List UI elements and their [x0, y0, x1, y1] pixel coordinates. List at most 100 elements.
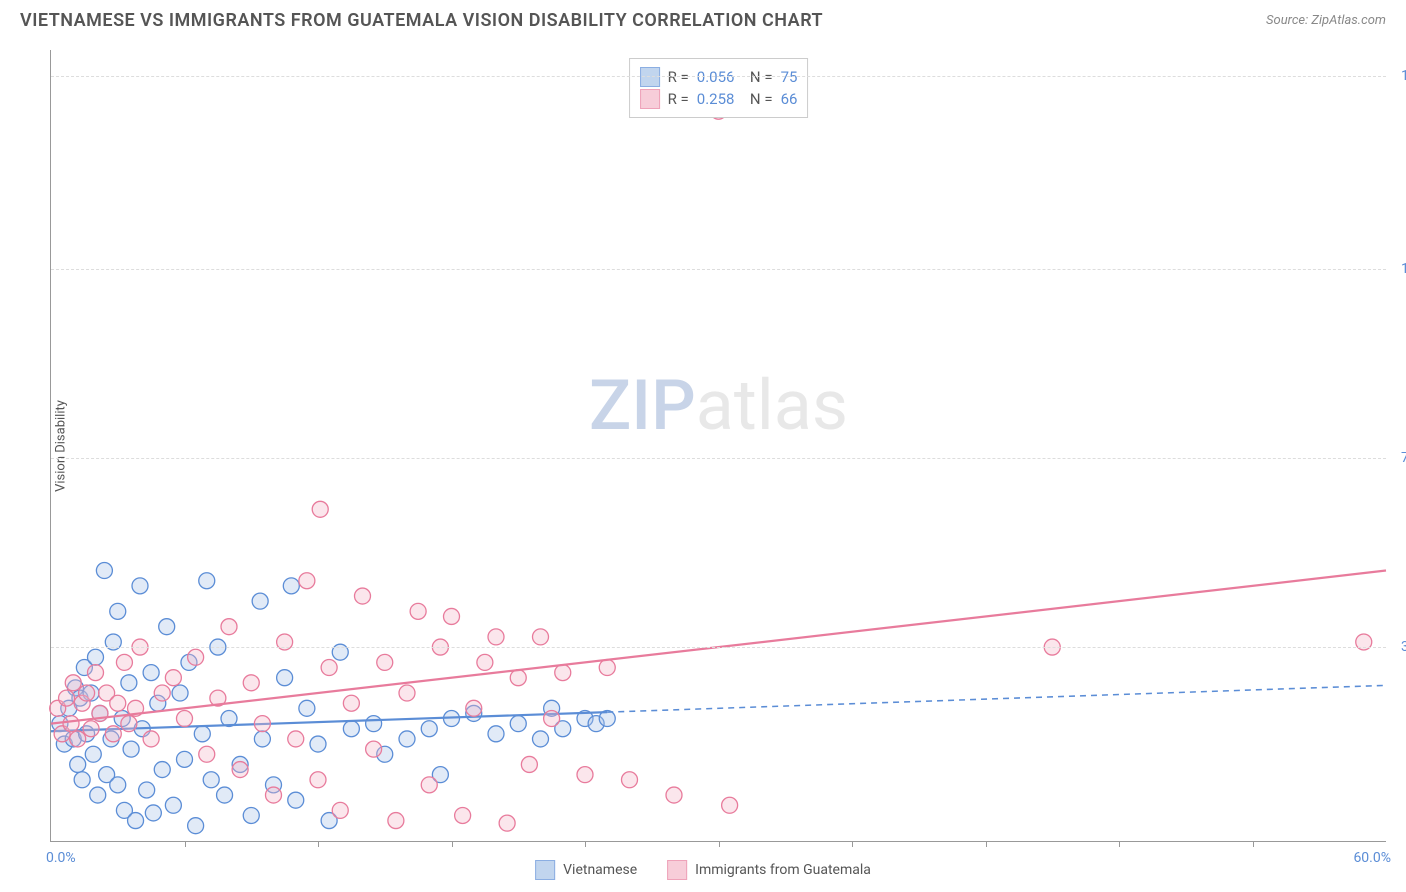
data-point: [555, 665, 571, 681]
data-point: [283, 578, 299, 594]
data-point: [165, 797, 181, 813]
data-point: [88, 649, 104, 665]
x-tick-mark: [452, 841, 453, 847]
data-point: [488, 726, 504, 742]
data-point: [299, 573, 315, 589]
data-point: [177, 711, 193, 727]
data-point: [299, 700, 315, 716]
data-point: [105, 726, 121, 742]
data-point: [722, 797, 738, 813]
data-point: [90, 787, 106, 803]
data-point: [59, 690, 75, 706]
legend-r-value: 0.056: [697, 68, 735, 86]
x-tick-mark: [1119, 841, 1120, 847]
data-point: [74, 772, 90, 788]
data-point: [232, 762, 248, 778]
x-tick-mark: [585, 841, 586, 847]
data-point: [312, 501, 328, 517]
y-tick-label: 11.2%: [1391, 261, 1406, 277]
data-point: [444, 608, 460, 624]
legend-n-label: N =: [742, 68, 772, 86]
x-tick-mark: [1253, 841, 1254, 847]
data-point: [310, 772, 326, 788]
x-tick-label: 60.0%: [1353, 850, 1391, 866]
legend-swatch: [667, 860, 687, 880]
chart-plot-area: ZIPatlas R = 0.056 N = 75R = 0.258 N = 6…: [50, 50, 1386, 842]
data-point: [599, 659, 615, 675]
y-tick-label: 15.0%: [1391, 68, 1406, 84]
data-point: [188, 818, 204, 834]
y-tick-label: 3.8%: [1391, 639, 1406, 655]
data-point: [63, 716, 79, 732]
data-point: [96, 563, 112, 579]
data-point: [388, 813, 404, 829]
data-point: [85, 746, 101, 762]
data-point: [203, 772, 219, 788]
legend-swatch: [640, 67, 660, 87]
gridline: [51, 269, 1386, 270]
x-tick-mark: [852, 841, 853, 847]
data-point: [199, 746, 215, 762]
data-point: [123, 741, 139, 757]
legend-n-label: N =: [742, 90, 772, 108]
data-point: [410, 603, 426, 619]
data-point: [455, 807, 471, 823]
data-point: [533, 629, 549, 645]
legend-swatch: [640, 89, 660, 109]
bottom-legend-item: Immigrants from Guatemala: [667, 860, 871, 880]
trend-line-extrapolated: [607, 685, 1386, 712]
data-point: [332, 802, 348, 818]
data-point: [65, 675, 81, 691]
legend-swatch: [535, 860, 555, 880]
data-point: [172, 685, 188, 701]
gridline: [51, 647, 1386, 648]
data-point: [154, 685, 170, 701]
data-point: [521, 756, 537, 772]
data-point: [194, 726, 210, 742]
x-tick-label: 0.0%: [46, 850, 76, 866]
data-point: [533, 731, 549, 747]
data-point: [221, 619, 237, 635]
x-tick-mark: [318, 841, 319, 847]
data-point: [110, 695, 126, 711]
data-point: [321, 659, 337, 675]
correlation-legend: R = 0.056 N = 75R = 0.258 N = 66: [629, 58, 809, 118]
data-point: [128, 813, 144, 829]
data-point: [377, 654, 393, 670]
chart-source: Source: ZipAtlas.com: [1266, 13, 1386, 28]
data-point: [217, 787, 233, 803]
legend-r-label: R =: [668, 90, 689, 108]
data-point: [177, 751, 193, 767]
data-point: [159, 619, 175, 635]
data-point: [399, 731, 415, 747]
data-point: [121, 716, 137, 732]
data-point: [143, 665, 159, 681]
scatter-svg: [51, 50, 1386, 841]
data-point: [421, 721, 437, 737]
data-point: [366, 741, 382, 757]
data-point: [252, 593, 268, 609]
data-point: [421, 777, 437, 793]
data-point: [277, 670, 293, 686]
data-point: [165, 670, 181, 686]
legend-n-value: 66: [781, 90, 798, 108]
data-point: [154, 762, 170, 778]
data-point: [343, 721, 359, 737]
x-tick-mark: [185, 841, 186, 847]
data-point: [544, 711, 560, 727]
data-point: [488, 629, 504, 645]
data-point: [288, 792, 304, 808]
legend-r-value: 0.258: [697, 90, 735, 108]
data-point: [88, 665, 104, 681]
data-point: [70, 731, 86, 747]
bottom-legend-label: Vietnamese: [563, 862, 637, 878]
data-point: [477, 654, 493, 670]
data-point: [110, 603, 126, 619]
y-tick-label: 7.5%: [1391, 450, 1406, 466]
data-point: [466, 700, 482, 716]
data-point: [355, 588, 371, 604]
data-point: [399, 685, 415, 701]
data-point: [288, 731, 304, 747]
legend-row: R = 0.258 N = 66: [640, 89, 798, 109]
data-point: [266, 787, 282, 803]
